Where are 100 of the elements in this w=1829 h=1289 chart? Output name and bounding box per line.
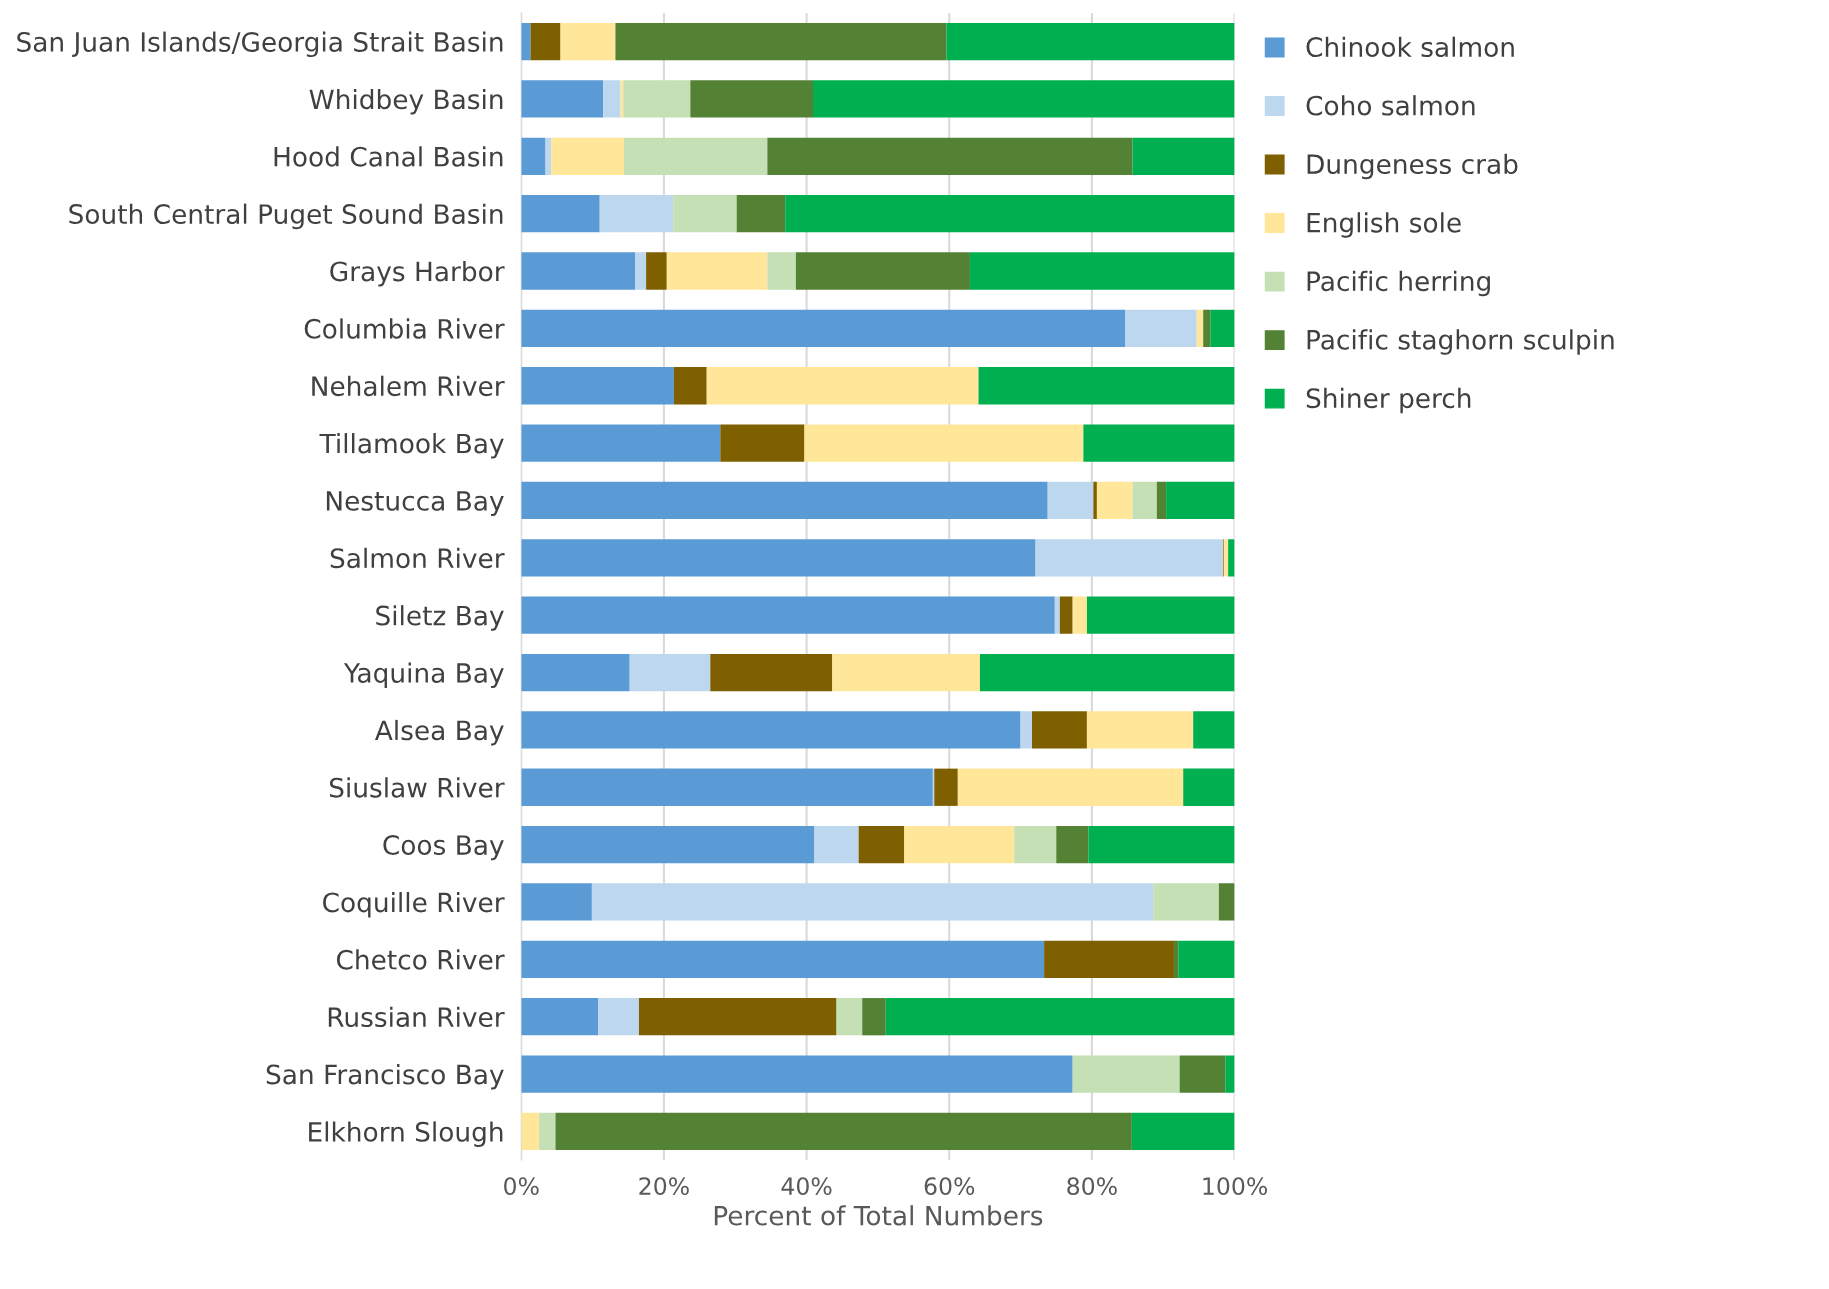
bar bbox=[1153, 883, 1219, 921]
bar bbox=[1083, 424, 1235, 462]
bar bbox=[767, 137, 1133, 175]
bar bbox=[521, 137, 546, 175]
x-axis-title: Percent of Total Numbers bbox=[714, 1205, 1043, 1226]
legend-label: Dungeness crab bbox=[1307, 153, 1518, 180]
bar bbox=[969, 252, 1235, 290]
bar bbox=[638, 998, 837, 1036]
bar bbox=[1086, 596, 1235, 634]
bar bbox=[1173, 940, 1179, 978]
bar bbox=[979, 653, 1235, 692]
bar bbox=[1228, 539, 1235, 577]
bar bbox=[623, 80, 691, 118]
bar bbox=[1035, 539, 1224, 577]
bar bbox=[946, 22, 1235, 61]
bar bbox=[521, 252, 636, 290]
bar bbox=[555, 1112, 1132, 1151]
y-tick-label: Siuslaw River bbox=[329, 777, 505, 798]
bar bbox=[1093, 481, 1097, 520]
bar bbox=[1196, 309, 1204, 348]
y-tick-label: Nestucca Bay bbox=[326, 491, 504, 516]
y-tick-label: Tillamook Bay bbox=[319, 433, 504, 459]
bar bbox=[1132, 137, 1235, 175]
bar bbox=[521, 825, 815, 864]
bar bbox=[521, 367, 674, 405]
bar bbox=[767, 252, 796, 290]
x-tick-label: 80% bbox=[1067, 1177, 1117, 1196]
bar bbox=[814, 825, 859, 864]
bar bbox=[1020, 711, 1032, 749]
x-tick-label: 60% bbox=[924, 1177, 975, 1196]
y-tick-label: San Juan Islands/Georgia Strait Basin bbox=[17, 31, 503, 58]
bar bbox=[710, 653, 833, 692]
legend-label: Chinook salmon bbox=[1306, 36, 1514, 58]
bar bbox=[1044, 940, 1174, 978]
bar bbox=[1088, 825, 1235, 864]
bar bbox=[591, 883, 1154, 921]
x-tick-label: 40% bbox=[781, 1177, 832, 1196]
x-tick-label: 20% bbox=[639, 1177, 689, 1196]
bar bbox=[1072, 596, 1087, 634]
bar bbox=[1225, 1055, 1235, 1093]
y-tick-label: Siletz Bay bbox=[376, 605, 504, 631]
bar bbox=[521, 768, 933, 806]
y-tick-label: Elkhorn Slough bbox=[309, 1121, 503, 1147]
legend-label: Shiner perch bbox=[1306, 387, 1471, 414]
y-tick-label: Russian River bbox=[328, 1006, 505, 1028]
bar bbox=[1223, 539, 1229, 577]
bar bbox=[1047, 481, 1094, 520]
y-tick-label: Hood Canal Basin bbox=[274, 146, 503, 167]
bar bbox=[1096, 481, 1133, 520]
bar bbox=[530, 22, 561, 61]
bar bbox=[904, 825, 1015, 864]
bar bbox=[673, 367, 707, 405]
bar bbox=[635, 252, 647, 290]
bar bbox=[1131, 1112, 1235, 1151]
bar bbox=[795, 252, 970, 290]
x-tick-label: 0% bbox=[504, 1177, 539, 1196]
y-tick-label: Columbia River bbox=[304, 318, 505, 339]
bar bbox=[521, 539, 1036, 577]
bar bbox=[1166, 481, 1235, 520]
bar bbox=[1054, 596, 1060, 634]
bar bbox=[858, 825, 905, 864]
y-tick-label: Whidbey Basin bbox=[309, 88, 503, 115]
bar bbox=[521, 481, 1048, 520]
bar bbox=[521, 596, 1055, 634]
bar bbox=[706, 367, 979, 405]
bar bbox=[615, 22, 947, 61]
bar bbox=[1132, 481, 1157, 520]
y-tick-label: Coos Bay bbox=[383, 835, 504, 861]
bar bbox=[551, 137, 624, 175]
legend-label: Pacific staghorn sculpin bbox=[1307, 329, 1614, 355]
legend-label: Coho salmon bbox=[1306, 95, 1475, 116]
x-tick-label: 100% bbox=[1203, 1177, 1268, 1196]
bar bbox=[813, 80, 1235, 118]
bar bbox=[603, 80, 621, 118]
bar bbox=[646, 252, 667, 290]
bar bbox=[862, 998, 886, 1036]
y-tick-label: Nehalem River bbox=[312, 375, 505, 397]
bar bbox=[666, 252, 768, 290]
bar bbox=[599, 195, 674, 233]
bar bbox=[521, 80, 604, 118]
bar bbox=[934, 768, 958, 806]
bar bbox=[1193, 711, 1235, 749]
legend-label: English sole bbox=[1307, 212, 1461, 238]
y-tick-label: Alsea Bay bbox=[374, 719, 504, 746]
bar bbox=[521, 653, 630, 692]
bar bbox=[690, 80, 814, 118]
bar bbox=[521, 998, 599, 1036]
bar bbox=[1178, 940, 1235, 978]
bar bbox=[885, 998, 1235, 1036]
bar bbox=[957, 768, 1184, 806]
y-tick-label: Chetco River bbox=[336, 949, 505, 970]
bar bbox=[720, 424, 805, 462]
y-tick-label: San Francisco Bay bbox=[266, 1064, 504, 1090]
bar bbox=[521, 940, 1045, 978]
bar bbox=[1218, 883, 1235, 921]
bar bbox=[629, 653, 711, 692]
bar bbox=[785, 195, 1235, 233]
bar bbox=[521, 424, 721, 462]
y-tick-label: Grays Harbor bbox=[330, 260, 505, 287]
bar bbox=[1203, 309, 1211, 348]
